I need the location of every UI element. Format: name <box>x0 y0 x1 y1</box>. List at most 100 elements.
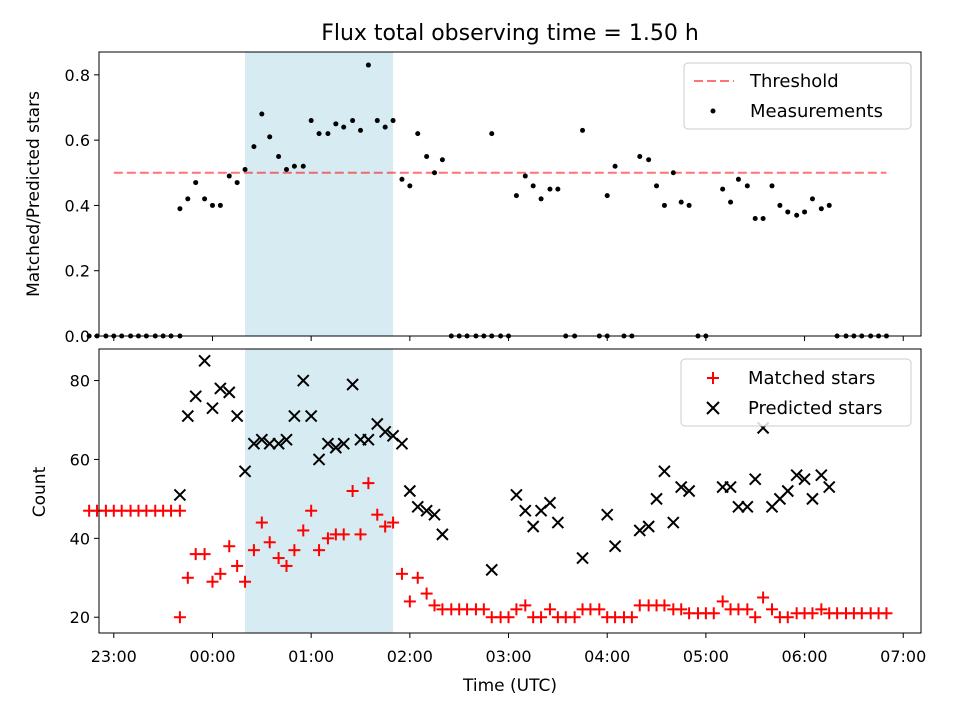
measurement-point <box>769 183 775 189</box>
count-x-ticks: 23:00 00:00 01:00 02:00 03:00 04:00 05:00 06:00… <box>91 633 926 666</box>
measurement-point <box>226 173 232 179</box>
count-y-ticks: 20 40 60 80 <box>70 372 99 627</box>
matched-star-point <box>362 477 375 490</box>
ratio-x-ticks <box>113 336 904 341</box>
predicted-star-point <box>255 433 269 446</box>
predicted-star-point <box>608 540 622 553</box>
measurement-point <box>202 196 208 202</box>
ratio-y-tick-label: 0.2 <box>65 262 90 281</box>
measurement-point <box>686 202 692 208</box>
matched-star-point <box>313 544 326 557</box>
measurement-point <box>637 153 643 159</box>
measurement-point <box>86 333 92 339</box>
measurement-point <box>538 196 544 202</box>
measurement-point <box>547 186 553 192</box>
predicted-star-point <box>667 516 680 529</box>
matched-star-point <box>707 607 720 620</box>
x-tick-label: 02:00 <box>387 647 433 666</box>
measurement-point <box>193 180 199 186</box>
measurement-point <box>350 118 356 124</box>
matched-star-point <box>741 603 754 616</box>
predicted-star-point <box>247 437 261 450</box>
matched-star-point <box>781 611 794 624</box>
predicted-star-point <box>411 500 424 513</box>
predicted-star-point <box>304 409 318 423</box>
predicted-star-point <box>798 472 811 486</box>
measurement-point <box>580 127 586 133</box>
measurement-point <box>752 215 758 221</box>
legend-measurements-swatch <box>710 108 716 114</box>
predicted-star-point <box>403 484 417 498</box>
measurement-point <box>522 173 528 179</box>
predicted-star-point <box>329 441 343 454</box>
measurement-points <box>86 62 889 339</box>
predicted-star-point <box>436 528 449 541</box>
measurement-point <box>291 163 297 169</box>
matched-star-point <box>255 516 268 529</box>
x-tick-label: 00:00 <box>189 647 235 666</box>
matched-star-point <box>658 599 671 612</box>
predicted-star-point <box>790 469 803 482</box>
ratio-y-tick-label: 0.6 <box>65 131 90 150</box>
predicted-star-point <box>724 480 737 494</box>
matched-star-points <box>83 477 893 624</box>
predicted-star-point <box>263 437 276 450</box>
count-legend: Matched stars Predicted stars <box>680 358 912 427</box>
predicted-star-point <box>198 354 211 368</box>
matched-star-point <box>403 595 416 608</box>
matched-star-point <box>806 607 819 620</box>
matched-star-point <box>880 607 893 620</box>
predicted-star-point <box>815 469 828 482</box>
measurement-point <box>276 153 282 159</box>
chart-title: Flux total observing time = 1.50 h <box>321 21 699 46</box>
matched-star-point <box>593 603 606 616</box>
predicted-star-point <box>658 465 671 478</box>
matched-star-point <box>173 611 186 624</box>
predicted-star-points <box>173 354 836 577</box>
measurement-point <box>818 206 824 212</box>
x-axis-label: Time (UTC) <box>462 676 557 696</box>
measurement-point <box>654 183 660 189</box>
measurement-point <box>809 196 815 202</box>
predicted-star-point <box>238 465 252 478</box>
predicted-star-point <box>214 382 227 395</box>
measurement-point <box>424 153 430 159</box>
predicted-star-point <box>682 484 696 498</box>
ratio-legend-box <box>683 62 912 130</box>
measurement-point <box>365 62 371 68</box>
measurement-point <box>267 134 273 140</box>
measurement-point <box>407 183 413 189</box>
predicted-star-point <box>741 500 754 513</box>
measurement-point <box>555 186 561 192</box>
matched-star-point <box>198 548 211 561</box>
x-tick-label: 03:00 <box>485 647 531 666</box>
measurement-point <box>325 131 331 137</box>
x-tick-label: 04:00 <box>584 647 630 666</box>
measurement-point <box>744 183 750 189</box>
matched-star-point <box>519 599 532 612</box>
ratio-y-tick-label: 0.4 <box>65 196 90 215</box>
measurement-point <box>760 215 766 221</box>
matched-star-point <box>568 611 581 624</box>
matched-star-point <box>206 575 219 588</box>
matched-star-point <box>346 485 359 497</box>
matched-star-point <box>305 504 318 517</box>
predicted-star-point <box>272 437 285 450</box>
measurement-point <box>382 124 388 130</box>
measurement-point <box>720 186 726 192</box>
matched-star-point <box>765 603 778 616</box>
matched-star-point <box>272 552 285 565</box>
measurement-point <box>777 202 783 208</box>
measurement-point <box>242 167 248 173</box>
ratio-y-axis-label: Matched/Predicted stars <box>24 91 44 297</box>
measurement-point <box>728 199 734 205</box>
measurement-point <box>802 209 808 215</box>
matched-star-point <box>477 603 490 616</box>
predicted-star-point <box>633 524 646 537</box>
matched-star-point <box>510 603 523 616</box>
predicted-star-point <box>395 437 409 450</box>
count-plot-frame <box>98 348 922 634</box>
predicted-star-point <box>181 409 195 423</box>
predicted-star-point <box>280 433 293 446</box>
matched-star-point <box>239 575 252 588</box>
